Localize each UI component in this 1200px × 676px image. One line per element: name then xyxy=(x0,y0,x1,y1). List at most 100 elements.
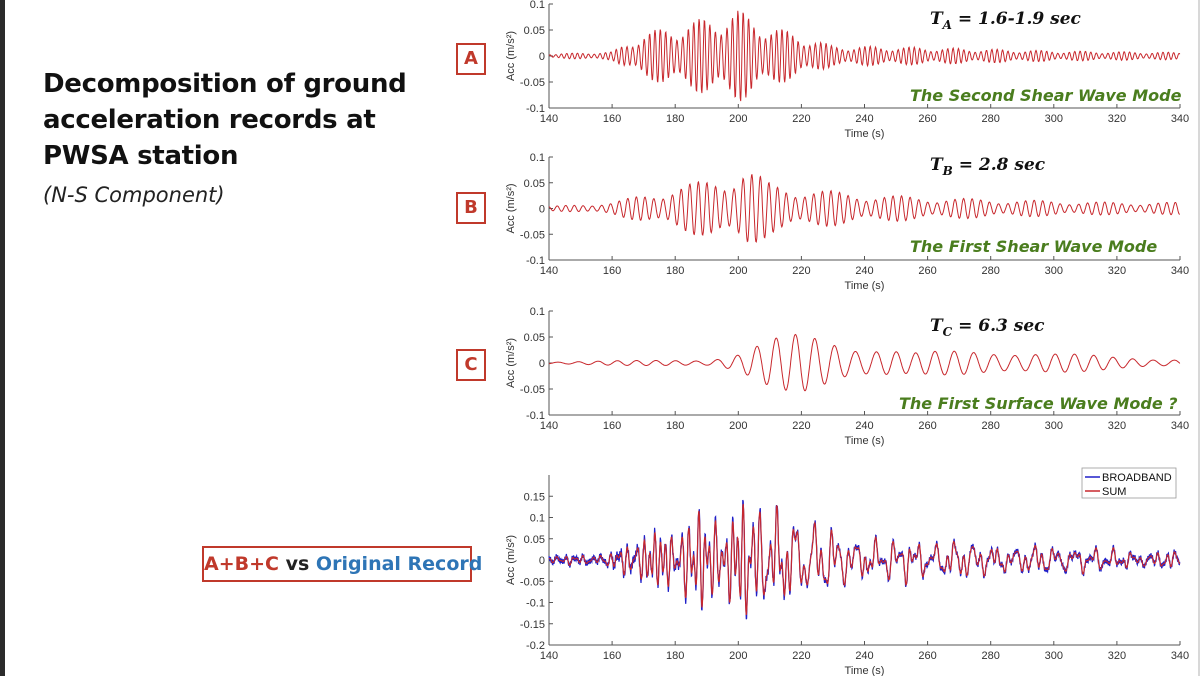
x-tick-label: 320 xyxy=(1108,265,1126,277)
period-annotation: TA = 1.6-1.9 sec xyxy=(930,9,1082,32)
y-tick-label: 0.05 xyxy=(524,25,545,37)
x-tick-label: 320 xyxy=(1108,650,1126,662)
x-axis-title: Time (s) xyxy=(845,280,885,292)
slide-left-edge xyxy=(0,0,5,676)
mode-annotation: The First Surface Wave Mode ? xyxy=(899,394,1178,413)
x-tick-label: 340 xyxy=(1171,420,1189,432)
y-tick-label: -0.1 xyxy=(526,598,545,610)
combo-label-sum: A+B+C xyxy=(204,553,279,575)
chart-panel-combined: 140 160 180 200 220 240 260 280 300 320 340 0.15 0.1… xyxy=(505,467,1189,676)
x-tick-label: 140 xyxy=(540,265,558,277)
x-tick-label: 260 xyxy=(918,113,936,125)
x-axis-title: Time (s) xyxy=(845,435,885,447)
x-tick-label: 340 xyxy=(1171,265,1189,277)
x-tick-label: 140 xyxy=(540,420,558,432)
x-tick-label: 240 xyxy=(855,113,873,125)
y-tick-label: 0.05 xyxy=(524,534,545,546)
series-line-c xyxy=(548,333,1181,392)
series-line-sum xyxy=(548,503,1181,615)
series-line-a xyxy=(548,10,1181,102)
chart-panel-a: 140 160 180 200 220 240 260 280 300 320 340 0.1 0.05… xyxy=(505,0,1189,140)
y-axis-title: Acc (m/s²) xyxy=(505,338,517,388)
chart-panel-c: 140 160 180 200 220 240 260 280 300 320 340 0.1 0.05… xyxy=(505,306,1189,447)
x-tick-label: 240 xyxy=(855,420,873,432)
x-tick-label: 220 xyxy=(792,265,810,277)
y-tick-label: 0 xyxy=(539,555,545,567)
y-tick-label: 0.1 xyxy=(530,0,545,11)
x-tick-label: 180 xyxy=(666,265,684,277)
x-tick-label: 220 xyxy=(792,420,810,432)
x-tick-label: 280 xyxy=(982,420,1000,432)
y-tick-label: -0.1 xyxy=(526,410,545,422)
x-axis-title: Time (s) xyxy=(845,128,885,140)
x-tick-label: 320 xyxy=(1108,113,1126,125)
x-tick-label: 180 xyxy=(666,113,684,125)
x-tick-label: 160 xyxy=(603,650,621,662)
x-tick-label: 200 xyxy=(729,420,747,432)
x-tick-label: 160 xyxy=(603,420,621,432)
x-tick-label: 340 xyxy=(1171,650,1189,662)
slide-subtitle: (N-S Component) xyxy=(43,183,225,207)
x-tick-label: 260 xyxy=(918,265,936,277)
y-tick-label: 0.15 xyxy=(524,491,545,503)
legend-label-sum: SUM xyxy=(1102,486,1126,498)
mode-annotation: The First Shear Wave Mode xyxy=(910,237,1157,256)
x-tick-label: 300 xyxy=(1045,113,1063,125)
y-tick-label: 0 xyxy=(539,358,545,370)
y-tick-label: -0.15 xyxy=(520,619,545,631)
x-tick-label: 140 xyxy=(540,113,558,125)
x-tick-label: 260 xyxy=(918,650,936,662)
combo-label-box: A+B+C vs Original Record xyxy=(202,546,482,582)
x-tick-label: 280 xyxy=(982,113,1000,125)
y-tick-label: 0.05 xyxy=(524,178,545,190)
x-tick-label: 200 xyxy=(729,265,747,277)
y-axis-title: Acc (m/s²) xyxy=(505,31,517,81)
period-annotation: TB = 2.8 sec xyxy=(930,155,1046,178)
y-axis-title: Acc (m/s²) xyxy=(505,183,517,233)
x-axis-title: Time (s) xyxy=(845,665,885,676)
x-tick-label: 280 xyxy=(982,650,1000,662)
panel-label-a: A xyxy=(456,43,486,75)
series-line-b xyxy=(548,174,1180,243)
x-tick-label: 280 xyxy=(982,265,1000,277)
x-tick-label: 200 xyxy=(729,650,747,662)
y-tick-label: 0.1 xyxy=(530,306,545,318)
panel-label-c: C xyxy=(456,349,486,381)
slide-title: Decomposition of ground acceleration rec… xyxy=(43,69,407,171)
panel-label-b: B xyxy=(456,192,486,224)
y-tick-label: 0 xyxy=(539,51,545,63)
y-tick-label: 0.1 xyxy=(530,513,545,525)
y-tick-label: -0.05 xyxy=(520,384,545,396)
x-tick-label: 300 xyxy=(1045,420,1063,432)
x-tick-label: 180 xyxy=(666,650,684,662)
x-tick-label: 260 xyxy=(918,420,936,432)
x-tick-label: 320 xyxy=(1108,420,1126,432)
x-tick-label: 180 xyxy=(666,420,684,432)
y-tick-label: -0.2 xyxy=(526,640,545,652)
y-tick-label: -0.05 xyxy=(520,77,545,89)
y-tick-label: 0.05 xyxy=(524,332,545,344)
legend-label-broadband: BROADBAND xyxy=(1102,472,1172,484)
combo-label-original: Original Record xyxy=(315,553,483,575)
x-tick-label: 160 xyxy=(603,113,621,125)
x-tick-label: 340 xyxy=(1171,113,1189,125)
legend-frame xyxy=(1081,467,1177,499)
mode-annotation: The Second Shear Wave Mode xyxy=(910,86,1182,105)
x-tick-label: 220 xyxy=(792,113,810,125)
x-tick-label: 240 xyxy=(855,265,873,277)
chart-panel-b: 140 160 180 200 220 240 260 280 300 320 340 0.1 0.05… xyxy=(505,152,1189,292)
combo-label-vs: vs xyxy=(278,553,316,575)
y-tick-label: -0.1 xyxy=(526,255,545,267)
x-tick-label: 240 xyxy=(855,650,873,662)
x-tick-label: 300 xyxy=(1045,265,1063,277)
slide-right-edge xyxy=(1198,0,1200,676)
y-tick-label: -0.05 xyxy=(520,229,545,241)
x-tick-label: 200 xyxy=(729,113,747,125)
y-axis-title: Acc (m/s²) xyxy=(505,535,517,585)
y-tick-label: -0.05 xyxy=(520,576,545,588)
x-tick-label: 220 xyxy=(792,650,810,662)
x-tick-label: 140 xyxy=(540,650,558,662)
y-tick-label: 0.1 xyxy=(530,152,545,164)
y-tick-label: -0.1 xyxy=(526,103,545,115)
